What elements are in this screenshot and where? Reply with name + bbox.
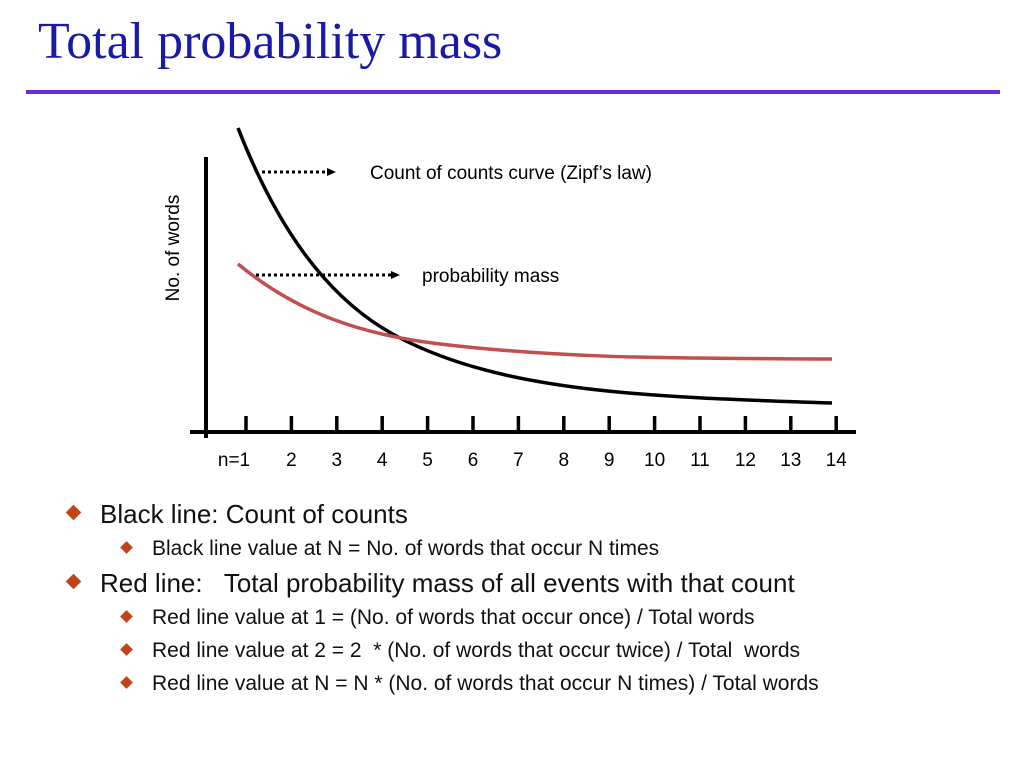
x-tick-label: 10 bbox=[644, 450, 665, 471]
x-tick-label: 13 bbox=[780, 450, 801, 471]
x-tick-label: 6 bbox=[468, 450, 479, 471]
sub-bullet-item: Black line value at N = No. of words tha… bbox=[62, 532, 819, 565]
sub-bullet-item: Red line value at N = N * (No. of words … bbox=[62, 667, 819, 700]
x-tick-label: 2 bbox=[286, 450, 297, 471]
probability-mass-curve bbox=[236, 262, 833, 361]
y-axis-label: No. of words bbox=[163, 195, 184, 302]
count-of-counts-curve bbox=[236, 127, 833, 405]
zipf-annotation: Count of counts curve (Zipf’s law) bbox=[370, 163, 652, 184]
bullet-item: Black line: Count of counts bbox=[62, 496, 819, 532]
x-tick-label: 8 bbox=[559, 450, 570, 471]
x-tick-label: 9 bbox=[604, 450, 615, 471]
bullet-item: Red line: Total probability mass of all … bbox=[62, 565, 819, 601]
bullet-list: Black line: Count of counts Black line va… bbox=[62, 496, 819, 700]
title-rule bbox=[26, 90, 1000, 94]
sub-bullet-item: Red line value at 1 = (No. of words that… bbox=[62, 601, 819, 634]
x-tick-label: n=1 bbox=[218, 450, 250, 471]
x-tick-label: 12 bbox=[735, 450, 756, 471]
x-tick-label: 4 bbox=[377, 450, 388, 471]
x-tick-label: 11 bbox=[690, 450, 710, 471]
mass-annotation: probability mass bbox=[422, 266, 559, 287]
x-tick-label: 7 bbox=[513, 450, 524, 471]
slide-title: Total probability mass bbox=[38, 13, 503, 70]
sub-bullet-item: Red line value at 2 = 2 * (No. of words … bbox=[62, 634, 819, 667]
x-tick-label: 3 bbox=[332, 450, 343, 471]
x-tick-label: 14 bbox=[826, 450, 848, 471]
x-tick-label: 5 bbox=[422, 450, 433, 471]
